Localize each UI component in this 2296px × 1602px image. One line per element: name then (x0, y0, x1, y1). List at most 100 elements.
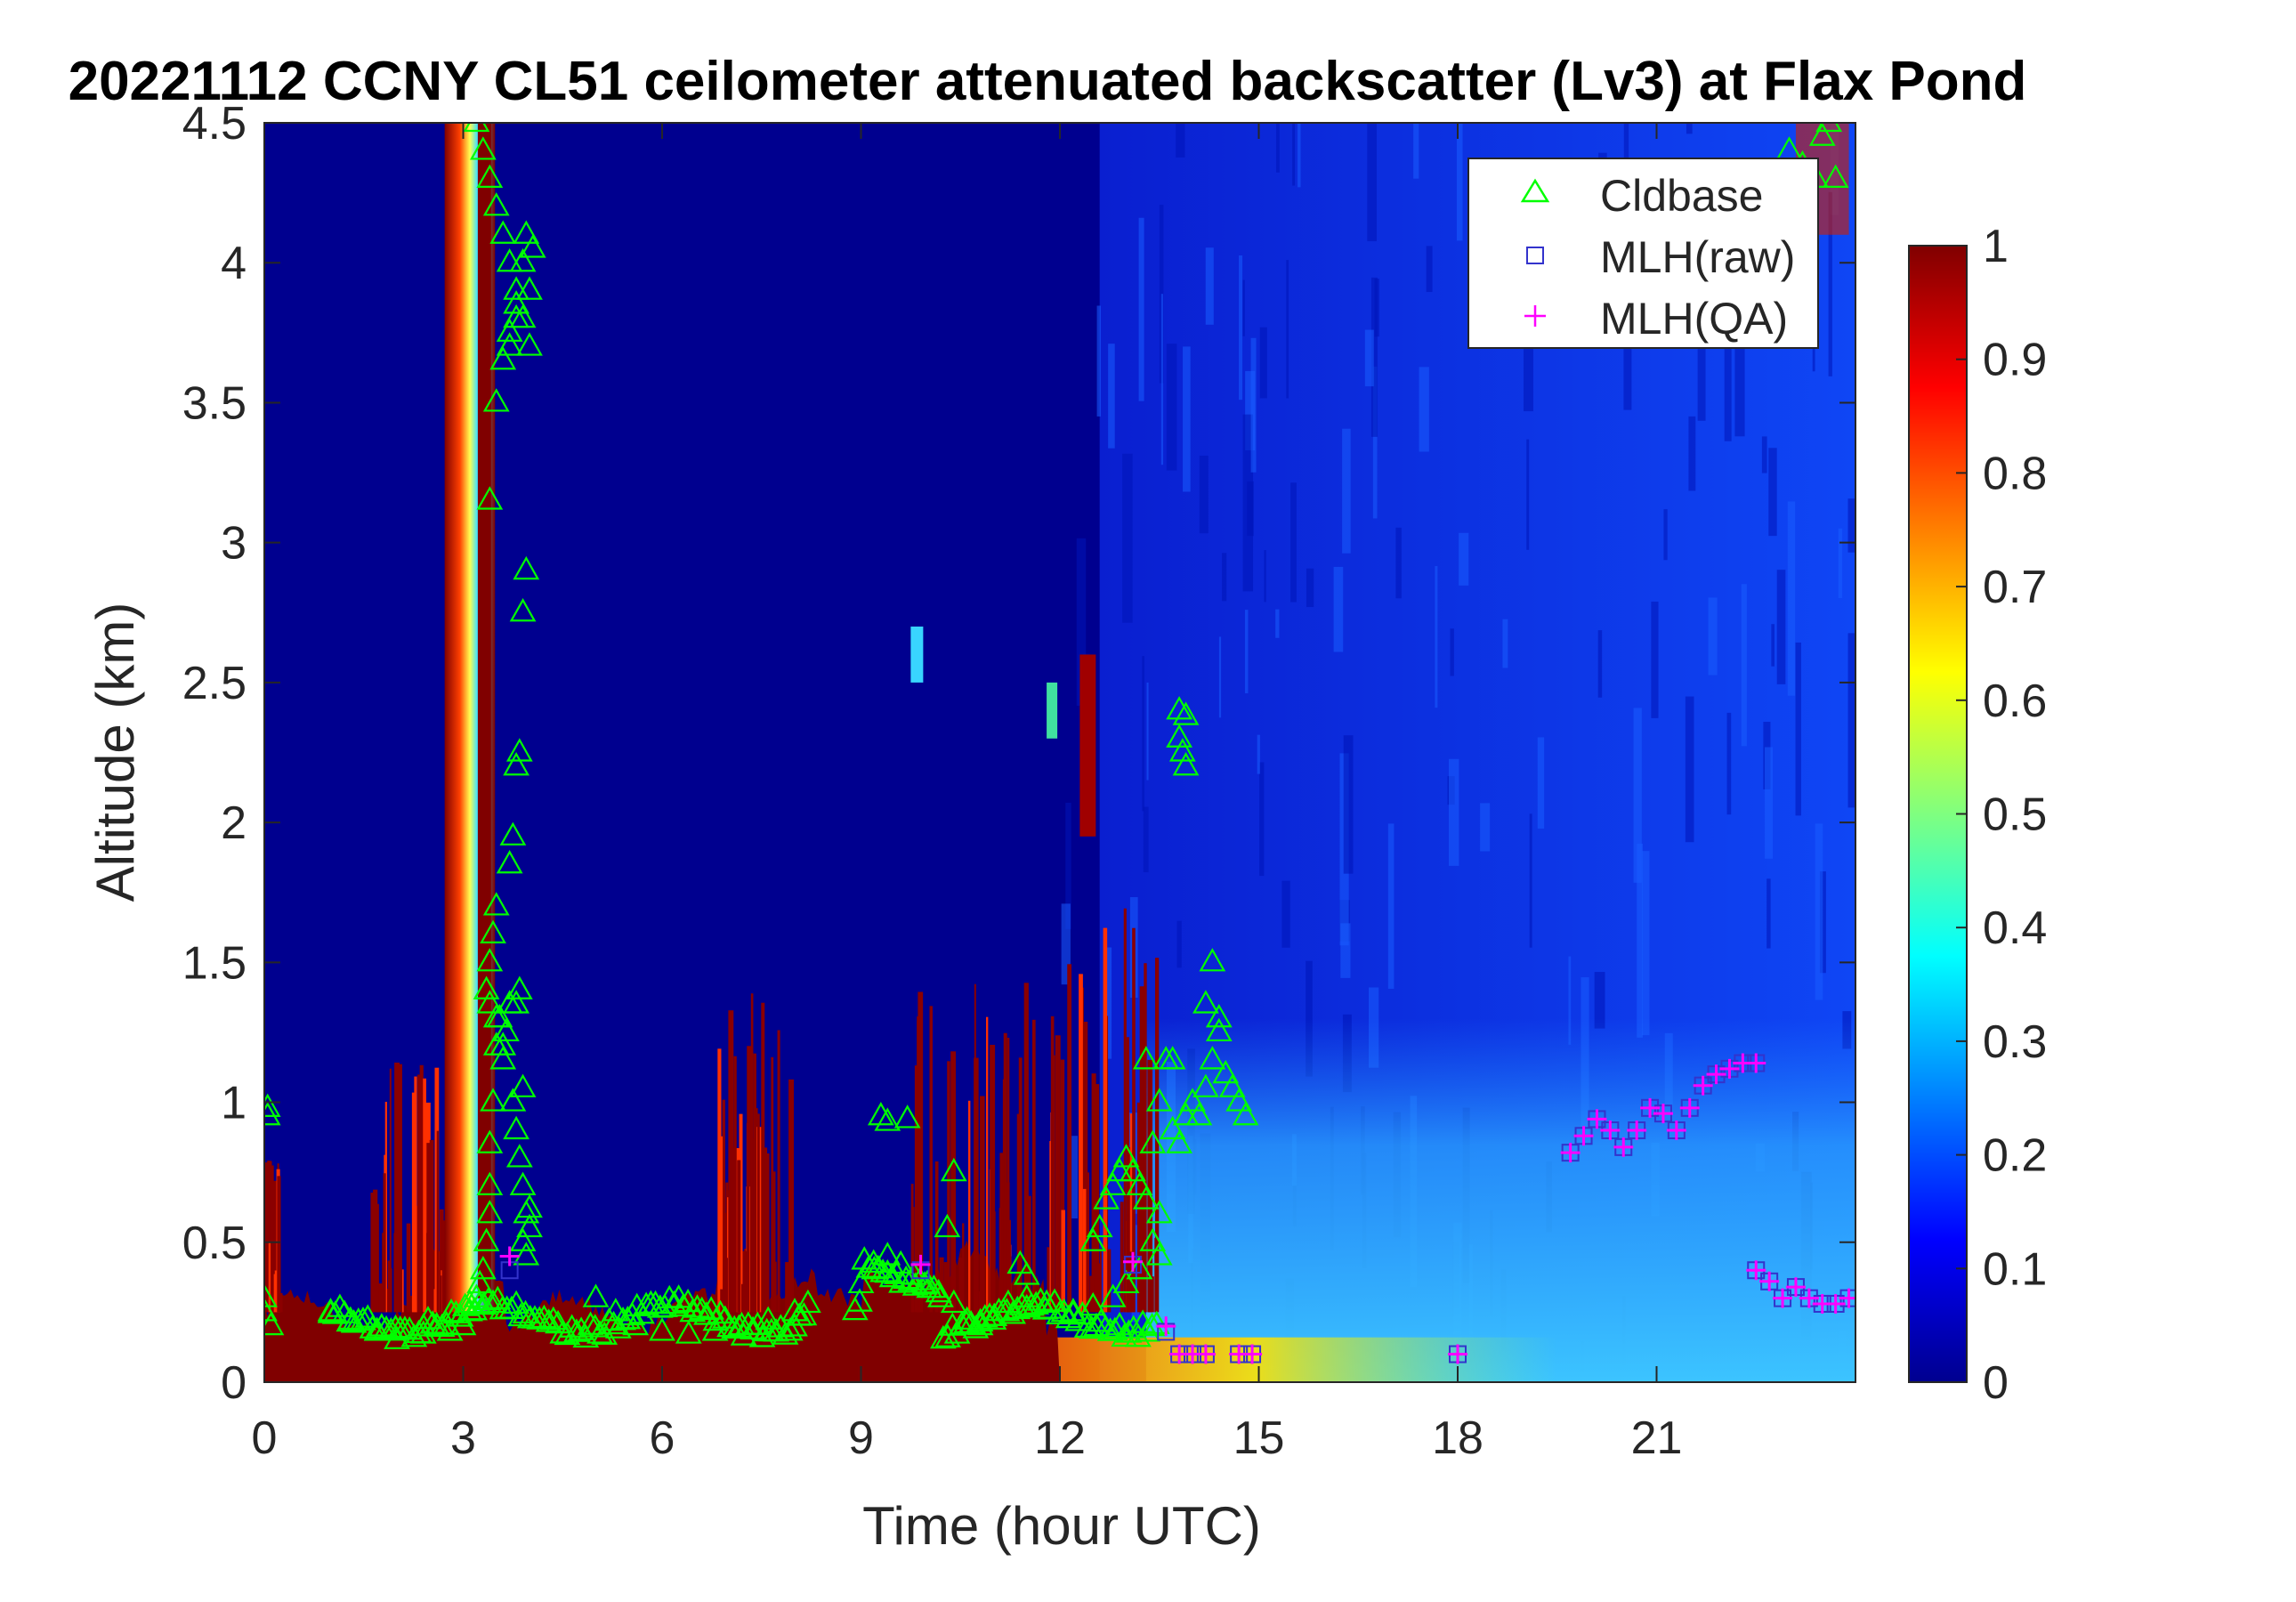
cldbase-point (1132, 1185, 1160, 1210)
backscatter-streak (1761, 436, 1767, 473)
aerosol-spike (761, 1002, 765, 1313)
cldbase-point (1159, 1046, 1186, 1070)
backscatter-streak (1333, 566, 1344, 652)
backscatter-streak (1242, 414, 1254, 592)
aerosol-spike (730, 1170, 733, 1313)
backscatter-streak (1176, 123, 1185, 158)
cldbase-point (476, 1200, 504, 1224)
aerosol-spike (788, 1079, 795, 1313)
aerosol-spike (742, 1250, 748, 1313)
cldbase-point (549, 1320, 577, 1344)
backscatter-streak (1685, 696, 1694, 843)
cldbase-point (497, 1295, 525, 1319)
cldbase-point (874, 1107, 901, 1131)
cldbase-point (499, 1088, 527, 1112)
backscatter-streak (1419, 367, 1429, 452)
aerosol-spike (1068, 1103, 1071, 1313)
cldbase-point (1166, 696, 1192, 720)
cldbase-point (679, 1298, 707, 1323)
legend[interactable]: Cldbase MLH(raw) MLH(QA) (1467, 158, 1819, 349)
aerosol-spike (1060, 1059, 1065, 1313)
colorbar-tick-label: 0.7 (1983, 562, 2047, 613)
cldbase-point (893, 1104, 921, 1129)
aerosol-spike (441, 1220, 447, 1313)
aerosol-spike (1026, 1195, 1031, 1313)
x-tick-label: 0 (252, 1412, 278, 1464)
backscatter-streak (1459, 532, 1469, 586)
legend-entry-mlh-raw[interactable]: MLH(raw) (1526, 232, 1795, 282)
backscatter-streak (1395, 527, 1402, 599)
cldbase-point (707, 1299, 734, 1324)
cldbase-point (920, 1274, 948, 1299)
cldbase-point (586, 1320, 613, 1344)
aerosol-spike (1031, 1019, 1036, 1313)
legend-entry-mlh-qa[interactable]: MLH(QA) (1524, 294, 1788, 344)
aerosol-spike (750, 1178, 754, 1313)
mlh-qa-point (1746, 1260, 1766, 1281)
aerosol-spike (387, 1260, 391, 1313)
aerosol-spike (753, 1053, 756, 1313)
cldbase-point (1212, 1059, 1240, 1084)
backscatter-streak (1623, 123, 1629, 172)
vertical-plume-edge (477, 123, 491, 1299)
aerosol-spike (978, 1290, 982, 1313)
aerosol-spike (1050, 1015, 1055, 1313)
cldbase-point (1172, 701, 1200, 725)
aerosol-spike (373, 1189, 378, 1313)
cloud-feature-edge (1047, 682, 1058, 739)
legend-entry-cldbase[interactable]: Cldbase (1520, 171, 1763, 221)
backscatter-streak (1104, 947, 1112, 1059)
cldbase-point (516, 1193, 543, 1218)
cldbase-point (1808, 123, 1836, 146)
backscatter-streak (1205, 247, 1214, 325)
aerosol-spike (274, 1270, 278, 1313)
aerosol-spike (917, 1020, 921, 1313)
aerosol-spike (968, 1100, 971, 1313)
aerosol-spike (1128, 1251, 1133, 1313)
backscatter-streak (1708, 597, 1718, 676)
backscatter-streak (1222, 553, 1227, 602)
cldbase-point (476, 1171, 504, 1195)
backscatter-streak (1298, 123, 1301, 188)
y-tick-label: 2.5 (182, 658, 247, 709)
cldbase-point (1132, 1046, 1160, 1070)
aerosol-spike (1126, 1214, 1128, 1313)
cldbase-point (940, 1157, 967, 1182)
cldbase-point (509, 1171, 537, 1195)
cldbase-point (473, 1227, 500, 1251)
cldbase-point (493, 1017, 520, 1042)
small-feature (910, 627, 924, 683)
y-tick-label: 1.5 (182, 937, 247, 989)
cldbase-point (530, 1304, 558, 1329)
aerosol-spike (910, 1207, 915, 1313)
cldbase-point (1112, 1269, 1140, 1294)
backscatter-streak (1071, 1136, 1079, 1219)
cldbase-point (480, 1289, 506, 1314)
aerosol-spike (750, 993, 754, 1313)
cldbase-point (1192, 990, 1219, 1014)
aerosol-spike (370, 1193, 374, 1313)
backscatter-streak (1259, 327, 1267, 399)
backscatter-streak (1456, 123, 1463, 241)
backscatter-streak (1176, 920, 1182, 968)
aerosol-spike (393, 1233, 400, 1313)
colorbar-tick-label: 0 (1983, 1357, 2009, 1409)
cldbase-point (776, 1317, 804, 1341)
cldbase-point (469, 136, 497, 160)
aerosol-spike (1079, 974, 1083, 1313)
mlh-qa-point (1785, 1277, 1806, 1298)
aerosol-spike (389, 1068, 392, 1313)
cldbase-point (1112, 1144, 1140, 1168)
aerosol-spike (1154, 958, 1160, 1313)
backscatter-streak (1108, 344, 1115, 449)
aerosol-spike (929, 1006, 933, 1313)
series-mlh-qa (499, 1053, 1855, 1364)
aerosol-spike (766, 1153, 770, 1313)
backscatter-streak (1372, 366, 1378, 519)
colorbar-tick-label: 0.1 (1983, 1243, 2047, 1295)
cldbase-point (649, 1317, 675, 1341)
legend-triangle-icon (1520, 178, 1550, 203)
backscatter-streak (1450, 628, 1454, 676)
cldbase-point (489, 1032, 517, 1056)
